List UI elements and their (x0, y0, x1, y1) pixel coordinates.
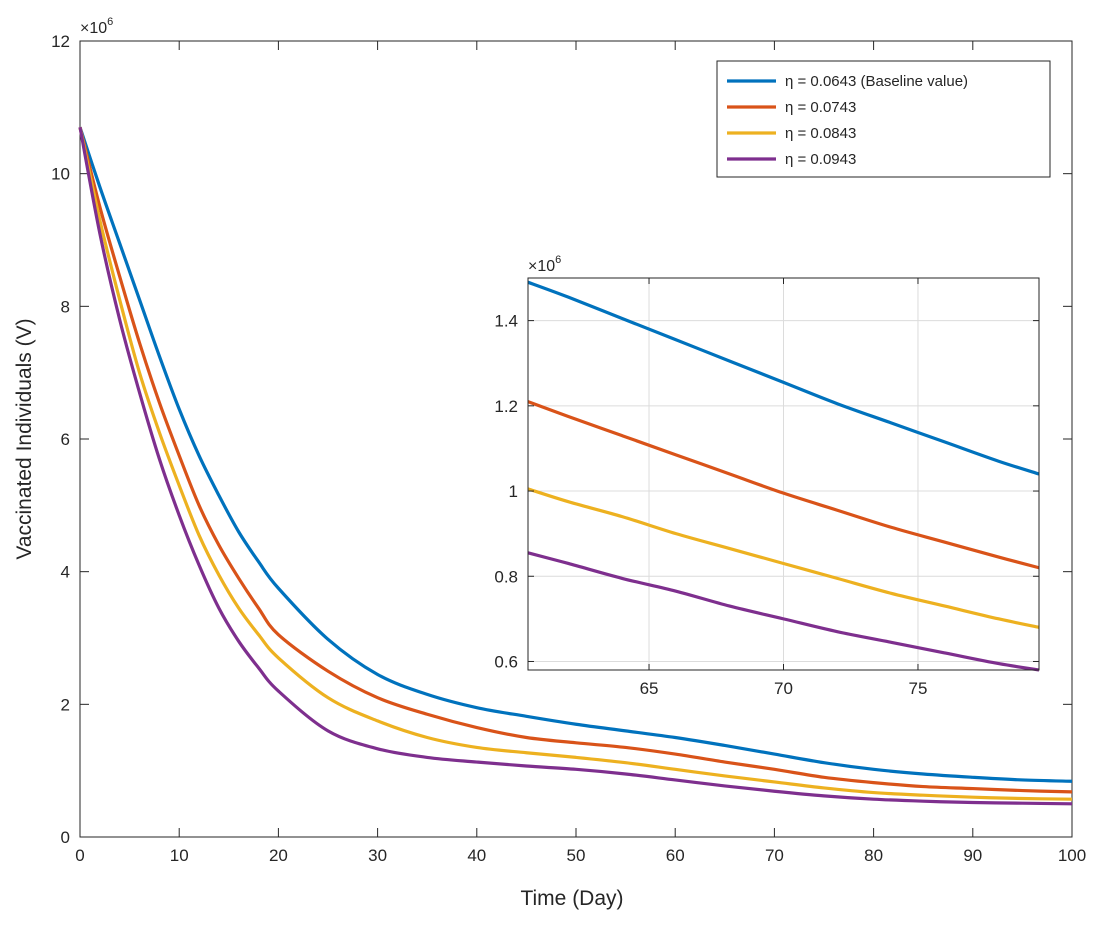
main-y-tick-label: 4 (61, 563, 70, 582)
inset-series-line-0-0743 (527, 400, 1040, 570)
inset-y-multiplier: ×106 (528, 254, 561, 275)
main-x-tick-label: 30 (368, 846, 387, 865)
main-y-axis-label: Vaccinated Individuals (V) (13, 318, 36, 559)
inset-y-tick-label: 1.2 (494, 397, 518, 416)
main-series-lines (78, 126, 1073, 806)
main-x-tick-label: 70 (765, 846, 784, 865)
inset-series-line-0-0843 (527, 487, 1040, 629)
main-x-tick-label: 60 (666, 846, 685, 865)
legend-label-0-0643-baseline-value: η = 0.0643 (Baseline value) (785, 73, 968, 90)
main-axes: 0 10 20 30 40 50 60 70 80 90 100 0 2 4 6 8 10 12 ×106 Ti… (13, 16, 1086, 910)
main-y-tick-label: 12 (51, 32, 70, 51)
main-y-tick-label: 0 (61, 828, 70, 847)
inset-series-line-0-0943 (527, 551, 1040, 672)
inset-y-tick-label: 0.6 (494, 652, 518, 671)
inset-x-tick-label: 75 (909, 679, 928, 698)
main-x-tick-label: 100 (1058, 846, 1086, 865)
main-series-line-0-0643-baseline-value (78, 126, 1073, 783)
main-x-tick-label: 0 (75, 846, 84, 865)
inset-x-tick-label: 65 (640, 679, 659, 698)
inset-y-tick-label: 1.4 (494, 312, 518, 331)
main-y-tick-label: 8 (61, 297, 70, 316)
legend-label-0-0843: η = 0.0843 (785, 125, 856, 142)
main-y-tick-label: 10 (51, 165, 70, 184)
main-y-tick-label: 2 (61, 695, 70, 714)
inset-series-lines (527, 280, 1040, 672)
main-y-multiplier: ×106 (80, 16, 113, 37)
main-x-ticks: 0 10 20 30 40 50 60 70 80 90 100 (75, 41, 1086, 865)
legend: η = 0.0643 (Baseline value) η = 0.0743 η =… (716, 60, 1051, 178)
main-y-tick-label: 6 (61, 430, 70, 449)
legend-entries: η = 0.0643 (Baseline value) η = 0.0743 η =… (727, 73, 968, 168)
main-x-tick-label: 40 (467, 846, 486, 865)
inset-grid (528, 278, 1039, 670)
main-x-axis-label: Time (Day) (520, 887, 623, 910)
legend-label-0-0943: η = 0.0943 (785, 151, 856, 168)
inset-y-tick-label: 0.8 (494, 567, 518, 586)
inset-axes: 65 70 75 0.6 0.8 1 1.2 1.4 ×106 (494, 254, 1040, 698)
inset-x-ticks: 65 70 75 (640, 278, 928, 698)
main-series-line-0-0843 (78, 126, 1073, 801)
inset-x-tick-label: 70 (774, 679, 793, 698)
inset-y-tick-label: 1 (509, 482, 518, 501)
main-x-tick-label: 90 (963, 846, 982, 865)
main-x-tick-label: 20 (269, 846, 288, 865)
legend-label-0-0743: η = 0.0743 (785, 99, 856, 116)
inset-y-ticks: 0.6 0.8 1 1.2 1.4 (494, 312, 1039, 671)
main-y-ticks: 0 2 4 6 8 10 12 (51, 32, 1072, 847)
main-x-tick-label: 80 (864, 846, 883, 865)
inset-series-line-0-0643-baseline-value (527, 280, 1040, 476)
main-x-tick-label: 50 (567, 846, 586, 865)
main-series-line-0-0943 (78, 126, 1073, 806)
main-series-line-0-0743 (78, 126, 1073, 794)
main-x-tick-label: 10 (170, 846, 189, 865)
